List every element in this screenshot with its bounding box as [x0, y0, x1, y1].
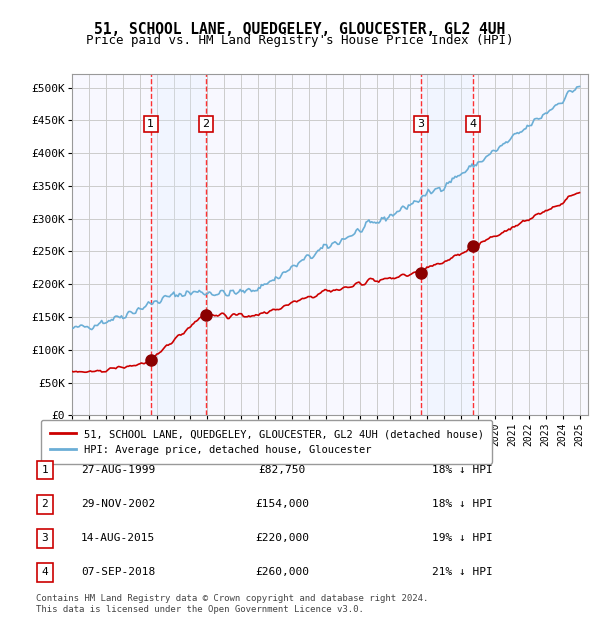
Text: £82,750: £82,750	[259, 465, 305, 475]
Text: 14-AUG-2015: 14-AUG-2015	[81, 533, 155, 543]
Text: 3: 3	[418, 119, 424, 129]
Text: 2: 2	[41, 499, 49, 509]
Text: 27-AUG-1999: 27-AUG-1999	[81, 465, 155, 475]
Text: 18% ↓ HPI: 18% ↓ HPI	[432, 465, 493, 475]
Bar	[421, 74, 473, 415]
Text: 19% ↓ HPI: 19% ↓ HPI	[432, 533, 493, 543]
Text: 29-NOV-2002: 29-NOV-2002	[81, 499, 155, 509]
Text: £154,000: £154,000	[255, 499, 309, 509]
Text: 51, SCHOOL LANE, QUEDGELEY, GLOUCESTER, GL2 4UH: 51, SCHOOL LANE, QUEDGELEY, GLOUCESTER, …	[94, 22, 506, 37]
Text: 07-SEP-2018: 07-SEP-2018	[81, 567, 155, 577]
Legend: 51, SCHOOL LANE, QUEDGELEY, GLOUCESTER, GL2 4UH (detached house), HPI: Average p: 51, SCHOOL LANE, QUEDGELEY, GLOUCESTER, …	[41, 420, 492, 464]
Text: 1: 1	[41, 465, 49, 475]
Text: 2: 2	[202, 119, 209, 129]
Text: 4: 4	[469, 119, 476, 129]
Text: 3: 3	[41, 533, 49, 543]
Text: 4: 4	[41, 567, 49, 577]
Text: 1: 1	[147, 119, 154, 129]
Bar	[151, 74, 206, 415]
Text: £260,000: £260,000	[255, 567, 309, 577]
Text: Contains HM Land Registry data © Crown copyright and database right 2024.
This d: Contains HM Land Registry data © Crown c…	[36, 595, 428, 614]
Text: £220,000: £220,000	[255, 533, 309, 543]
Text: Price paid vs. HM Land Registry's House Price Index (HPI): Price paid vs. HM Land Registry's House …	[86, 34, 514, 47]
Text: 21% ↓ HPI: 21% ↓ HPI	[432, 567, 493, 577]
Text: 18% ↓ HPI: 18% ↓ HPI	[432, 499, 493, 509]
